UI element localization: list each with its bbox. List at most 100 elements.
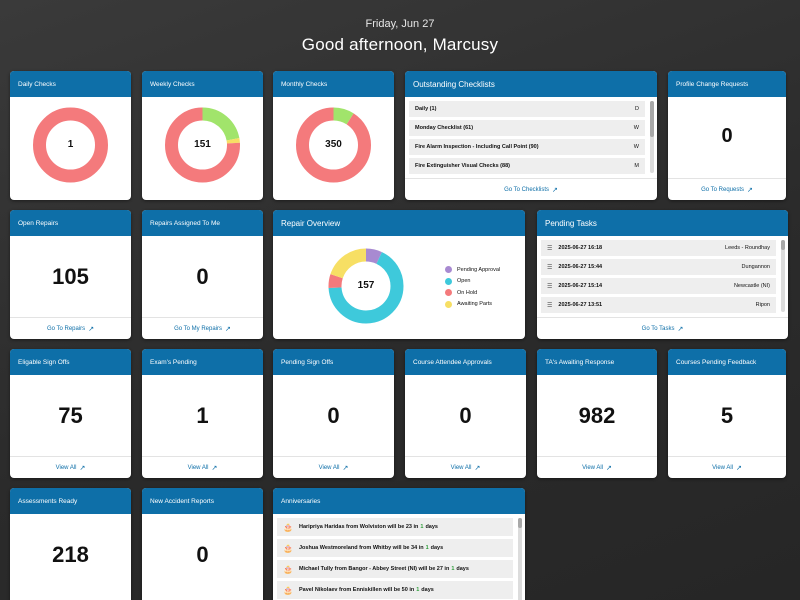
weekly-checks-value: 151: [194, 139, 211, 150]
external-link-icon: ↗: [552, 186, 558, 194]
go-to-tasks-link[interactable]: Go To Tasks ↗: [537, 317, 788, 339]
card-title: Daily Checks: [10, 71, 131, 97]
cake-icon: 🎂: [283, 585, 293, 595]
scrollbar[interactable]: [781, 240, 785, 312]
go-to-repairs-link[interactable]: Go To Repairs ↗: [10, 317, 131, 339]
list-item[interactable]: ☰ 2025-06-27 15:14 Newcastle (NI): [541, 278, 776, 294]
list-icon: ☰: [547, 264, 553, 271]
list-item[interactable]: Daily (1) D: [409, 101, 645, 117]
card-title: Outstanding Checklists: [405, 71, 657, 97]
daily-checks-card[interactable]: Daily Checks 1: [10, 71, 131, 200]
list-item[interactable]: Fire Extinguisher Visual Checks (88) M: [409, 158, 645, 174]
legend-swatch: [445, 277, 452, 285]
courses-pending-feedback-card: Courses Pending Feedback 5 View All ↗: [668, 349, 786, 478]
monthly-checks-value: 350: [325, 139, 342, 150]
eligable-sign-offs-value: 75: [58, 403, 83, 428]
external-link-icon: ↗: [211, 464, 218, 472]
daily-checks-donut: [33, 107, 108, 183]
go-to-checklists-link[interactable]: Go To Checklists ↗: [405, 178, 657, 200]
monthly-checks-donut: [296, 107, 371, 183]
new-accident-reports-card: New Accident Reports 0: [142, 488, 263, 600]
courses-feedback-value: 5: [720, 403, 734, 428]
ta-awaiting-value: 982: [578, 403, 616, 428]
outstanding-checklists-card: Outstanding Checklists Daily (1) D Monday…: [405, 71, 657, 200]
pending-sign-offs-card: Pending Sign Offs 0 View All ↗: [273, 349, 394, 478]
view-all-link[interactable]: View All ↗: [10, 456, 131, 478]
course-attendee-approvals-card: Course Attendee Approvals 0 View All ↗: [405, 349, 526, 478]
legend-item[interactable]: Awaiting Parts: [445, 299, 500, 311]
scrollbar[interactable]: [650, 101, 654, 173]
repair-overview-card: Repair Overview 157 Pending Approval Ope…: [273, 210, 525, 339]
donut-segment-remaining: [165, 107, 240, 183]
card-title: TA's Awaiting Response: [537, 349, 657, 375]
weekly-checks-card[interactable]: Weekly Checks 151: [142, 71, 263, 200]
go-to-requests-link[interactable]: Go To Requests ↗: [668, 178, 786, 200]
current-date: Friday, Jun 27: [365, 18, 435, 30]
course-attendee-value: 0: [459, 403, 472, 428]
list-item[interactable]: Monday Checklist (61) W: [409, 120, 645, 136]
go-to-my-repairs-link[interactable]: Go To My Repairs ↗: [142, 317, 263, 339]
anniversaries-card: Anniversaries 🎂 Haripriya Haridas from Wo…: [273, 488, 525, 600]
legend-swatch: [445, 289, 452, 297]
view-all-link[interactable]: View All ↗: [405, 456, 526, 478]
checklist-list: Daily (1) D Monday Checklist (61) W Fire A…: [409, 101, 645, 177]
legend-swatch: [445, 300, 452, 308]
weekly-checks-donut: [165, 107, 240, 183]
external-link-icon: ↗: [747, 186, 753, 194]
card-title: Courses Pending Feedback: [668, 349, 786, 375]
card-title: Open Repairs: [10, 210, 131, 236]
list-item: 🎂 Pavel Nikolaev from Enniskillen will be…: [277, 581, 513, 599]
view-all-link[interactable]: View All ↗: [668, 456, 786, 478]
donut-segment-open: [328, 248, 404, 324]
open-repairs-card: Open Repairs 105 Go To Repairs ↗: [10, 210, 131, 339]
list-item: 🎂 Haripriya Haridas from Wolviston will b…: [277, 518, 513, 536]
card-title: Eligable Sign Offs: [10, 349, 131, 375]
view-all-link[interactable]: View All ↗: [142, 456, 263, 478]
ta-awaiting-response-card: TA's Awaiting Response 982 View All ↗: [537, 349, 657, 478]
card-title: Repairs Assigned To Me: [142, 210, 263, 236]
profile-change-requests-card: Profile Change Requests 0 Go To Requests…: [668, 71, 786, 200]
card-title: New Accident Reports: [142, 488, 263, 514]
list-item[interactable]: ☰ 2025-06-27 15:44 Dungannon: [541, 259, 776, 275]
card-title: Monthly Checks: [273, 71, 394, 97]
repairs-assigned-card: Repairs Assigned To Me 0 Go To My Repair…: [142, 210, 263, 339]
external-link-icon: ↗: [474, 464, 481, 472]
donut-segment-remaining: [296, 107, 371, 183]
list-item: 🎂 Michael Tully from Bangor - Abbey Stree…: [277, 560, 513, 578]
list-icon: ☰: [547, 245, 553, 252]
external-link-icon: ↗: [88, 325, 95, 333]
profile-change-value: 0: [721, 125, 733, 147]
list-item[interactable]: Fire Alarm Inspection - Including Call P…: [409, 139, 645, 155]
card-title: Profile Change Requests: [668, 71, 786, 97]
card-title: Repair Overview: [273, 210, 525, 236]
legend-swatch: [445, 266, 452, 274]
list-item[interactable]: ☰ 2025-06-27 13:51 Ripon: [541, 297, 776, 313]
scrollbar[interactable]: [518, 518, 522, 600]
new-accidents-value: 0: [196, 542, 209, 567]
card-title: Pending Tasks: [537, 210, 788, 236]
greeting-text: Good afternoon, Marcusy: [301, 35, 499, 54]
external-link-icon: ↗: [225, 325, 231, 333]
cake-icon: 🎂: [283, 522, 293, 532]
assessments-ready-card: Assessments Ready 218: [10, 488, 131, 600]
view-all-link[interactable]: View All ↗: [537, 456, 657, 478]
task-list: ☰ 2025-06-27 16:18 Leeds - Roundhay ☰ 2025-…: [541, 240, 776, 316]
legend-item[interactable]: Pending Approval: [445, 264, 500, 276]
card-title: Assessments Ready: [10, 488, 131, 514]
cake-icon: 🎂: [283, 564, 293, 574]
legend-item[interactable]: Open: [445, 276, 500, 288]
monthly-checks-card[interactable]: Monthly Checks 350: [273, 71, 394, 200]
donut-segment-awaiting-parts: [328, 248, 404, 324]
view-all-link[interactable]: View All ↗: [273, 456, 394, 478]
legend-item[interactable]: On Hold: [445, 287, 500, 299]
exams-pending-value: 1: [196, 403, 209, 428]
exams-pending-card: Exam's Pending 1 View All ↗: [142, 349, 263, 478]
external-link-icon: ↗: [736, 464, 742, 472]
repair-overview-total: 157: [357, 280, 375, 291]
list-item[interactable]: ☰ 2025-06-27 16:18 Leeds - Roundhay: [541, 240, 776, 256]
card-title: Pending Sign Offs: [273, 349, 394, 375]
external-link-icon: ↗: [677, 325, 684, 333]
pending-sign-offs-value: 0: [327, 403, 340, 428]
daily-checks-value: 1: [67, 139, 74, 150]
external-link-icon: ↗: [342, 464, 349, 472]
